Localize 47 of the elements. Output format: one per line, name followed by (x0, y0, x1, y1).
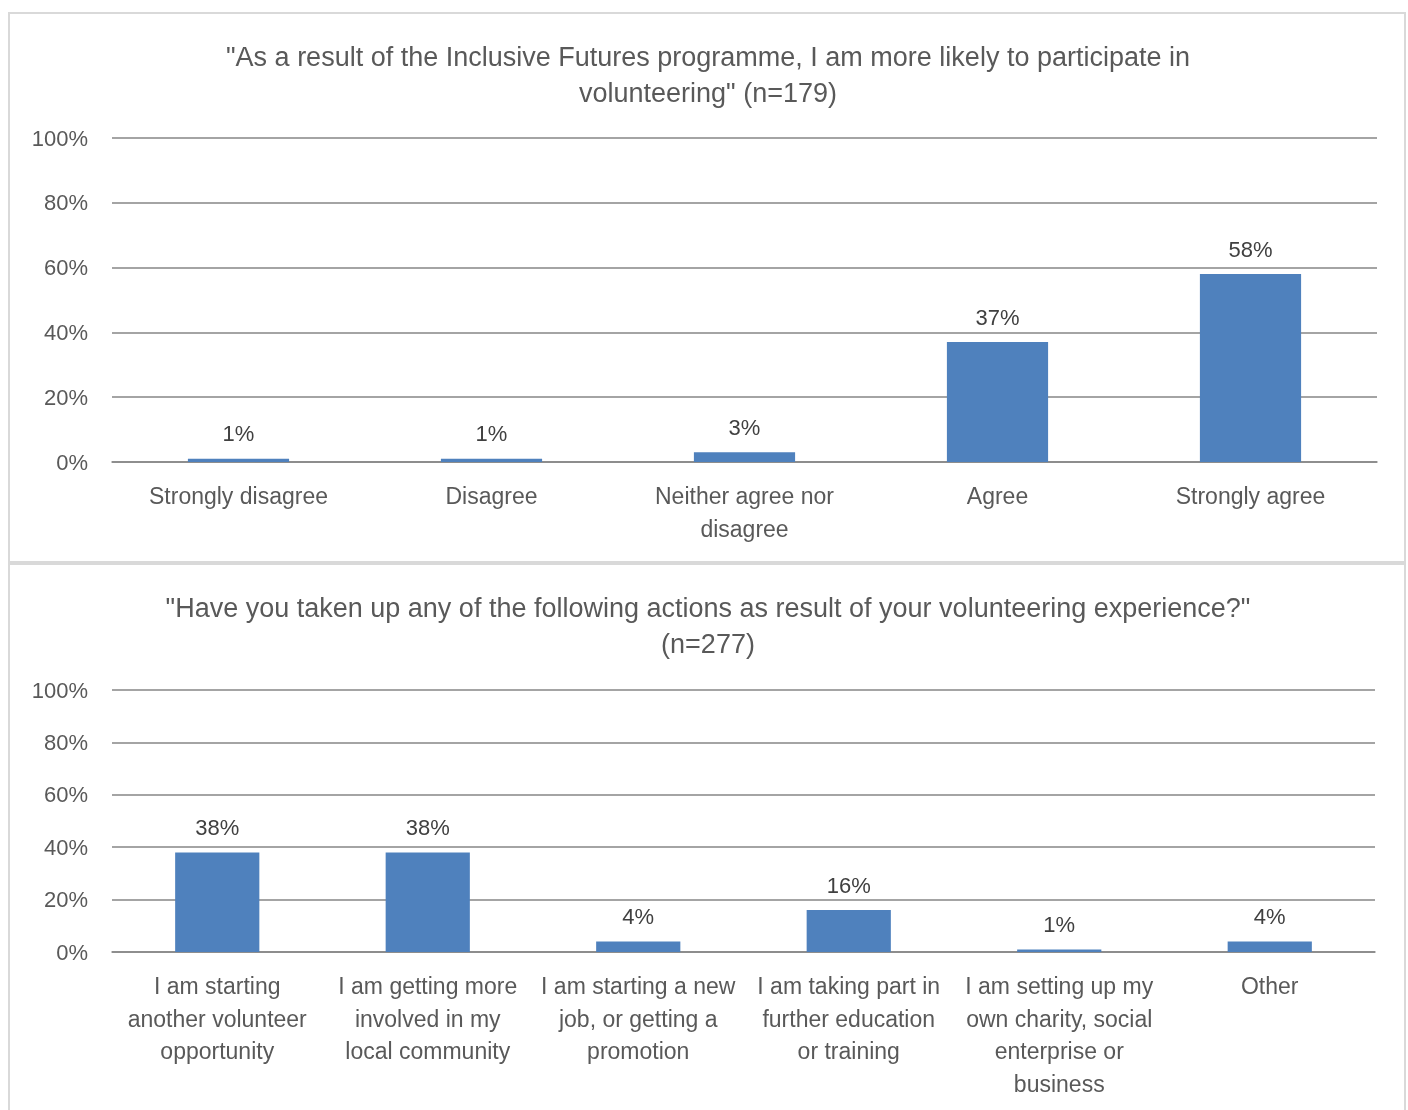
bar (806, 910, 891, 952)
data-label: 1% (1043, 911, 1076, 937)
x-tick-label: I am getting more involved in my local community (338, 973, 518, 1065)
data-label: 3% (728, 414, 761, 440)
data-label: 38% (195, 814, 240, 840)
y-tick-label: 100% (31, 677, 88, 703)
y-tick-label: 60% (43, 255, 88, 281)
data-label: 1% (222, 421, 255, 447)
y-tick-label: 40% (43, 319, 88, 345)
y-tick-label: 80% (43, 729, 88, 755)
data-label: 37% (975, 304, 1020, 330)
x-tick-label: Strongly agree (1175, 483, 1326, 510)
y-tick-label: 40% (43, 834, 88, 860)
bar (440, 458, 543, 462)
data-label: 1% (475, 421, 508, 447)
x-tick-label: I am taking part in further education or training (757, 973, 941, 1065)
bar (1199, 274, 1302, 462)
bar (175, 852, 260, 952)
bar (1017, 949, 1102, 952)
x-tick-label: Neither agree nor disagree (655, 483, 835, 542)
bar (596, 941, 681, 952)
y-tick-label: 80% (43, 190, 88, 216)
x-tick-label: Agree (966, 483, 1029, 510)
data-label: 38% (405, 814, 450, 840)
y-tick-label: 20% (43, 384, 88, 410)
x-tick-label: Strongly disagree (149, 483, 328, 510)
y-tick-label: 100% (31, 125, 88, 151)
bar (693, 452, 796, 462)
data-label: 16% (826, 872, 871, 898)
y-tick-label: 0% (56, 449, 88, 475)
x-tick-label: Disagree (445, 483, 538, 510)
x-tick-label: I am starting another volunteer opportunity (127, 973, 308, 1065)
bar (1227, 941, 1312, 952)
x-tick-label: I am setting up my own charity, social enterprise or business (965, 973, 1154, 1097)
x-tick-label: Other (1240, 973, 1299, 1000)
x-tick-label: I am starting a new job, or getting a promotion (541, 973, 736, 1065)
y-tick-label: 20% (43, 887, 88, 913)
data-label: 4% (1253, 904, 1286, 930)
y-tick-label: 0% (56, 939, 88, 965)
data-label: 58% (1228, 236, 1273, 262)
y-tick-label: 60% (43, 782, 88, 808)
chart-title: "As a result of the Inclusive Futures programme, I am more likely to participate in volunteering" (n=179) (226, 42, 1190, 108)
bar (385, 852, 470, 952)
bar (187, 458, 290, 462)
bar (946, 342, 1049, 462)
data-label: 4% (622, 904, 655, 930)
chart-title: "Have you taken up any of the following actions as result of your volunteering experience?" (n=277) (165, 593, 1251, 659)
